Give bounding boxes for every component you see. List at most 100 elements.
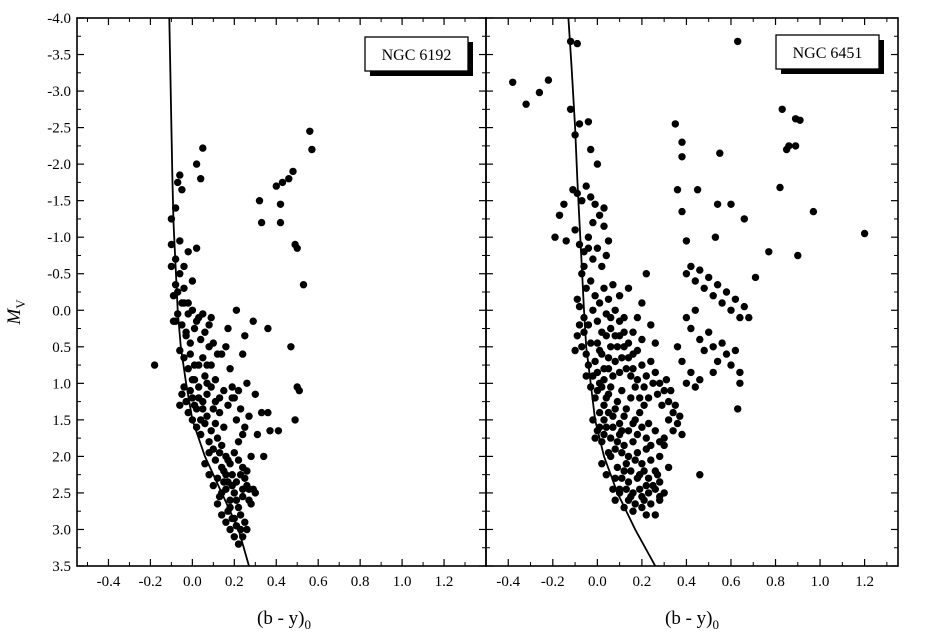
data-point	[633, 346, 642, 355]
data-point	[573, 39, 581, 48]
data-point	[673, 186, 682, 194]
plot-frame	[76, 17, 487, 567]
data-point	[575, 302, 584, 311]
data-point	[578, 197, 586, 205]
data-point	[647, 500, 655, 508]
data-point	[696, 471, 704, 479]
y-tick-label: 0.5	[52, 340, 71, 356]
y-tick-label: 0.0	[52, 303, 71, 319]
data-point	[213, 434, 222, 442]
data-point	[647, 357, 655, 366]
data-point	[203, 361, 211, 369]
x-tick-label: -0.2	[139, 574, 163, 590]
data-point	[205, 449, 213, 457]
data-point	[211, 456, 220, 464]
data-point	[555, 211, 564, 219]
data-point	[629, 328, 637, 336]
data-point	[257, 408, 266, 417]
data-point	[589, 218, 597, 227]
data-point	[551, 233, 559, 241]
data-point	[627, 372, 635, 380]
data-point	[713, 200, 722, 208]
data-point	[600, 376, 608, 384]
x-tick-label: 0.4	[267, 574, 286, 590]
data-point	[607, 313, 615, 322]
data-point	[591, 434, 599, 442]
data-point	[604, 408, 613, 417]
data-point	[611, 306, 619, 314]
data-point	[595, 211, 604, 219]
data-point	[234, 386, 243, 395]
data-point	[636, 394, 644, 402]
data-point	[197, 416, 205, 424]
data-point	[582, 372, 590, 380]
data-point	[602, 251, 610, 260]
data-point	[615, 292, 624, 300]
data-point	[167, 262, 176, 271]
data-point	[638, 299, 646, 307]
y-tick-label: -3.0	[47, 84, 71, 100]
data-point	[207, 427, 215, 435]
data-point	[622, 485, 630, 493]
data-point	[295, 386, 303, 395]
data-point	[722, 288, 731, 296]
data-point	[682, 237, 691, 245]
data-point	[575, 240, 584, 249]
data-point	[190, 376, 199, 384]
data-point	[220, 386, 228, 395]
data-point	[609, 423, 617, 431]
data-point	[178, 299, 186, 307]
x-tick-label: 0.2	[633, 574, 652, 590]
y-tick-label: 2.5	[52, 486, 71, 502]
data-point	[207, 313, 215, 322]
data-point	[736, 313, 744, 322]
data-points	[509, 37, 869, 519]
data-point	[230, 394, 238, 402]
data-point	[249, 485, 257, 493]
data-point	[184, 248, 192, 256]
data-point	[215, 394, 224, 402]
data-point	[239, 492, 247, 501]
data-point	[243, 467, 251, 475]
data-point	[176, 171, 184, 179]
data-point	[642, 511, 650, 519]
data-point	[631, 383, 639, 391]
data-point	[220, 423, 228, 431]
data-point	[582, 182, 590, 190]
data-point	[201, 328, 209, 336]
data-point	[593, 244, 602, 252]
data-point	[176, 270, 184, 278]
plot-frame	[485, 17, 899, 567]
data-point	[593, 339, 602, 347]
data-point	[276, 218, 285, 227]
data-point	[560, 200, 568, 208]
data-point	[649, 379, 657, 387]
panel-1: -0.4 -0.2 0.0 0.2 0.4 0.6 0.8 1.0 1.2 -4.0 -3.5 -3.…	[47, 11, 487, 590]
data-point	[611, 445, 619, 453]
data-point	[255, 197, 264, 205]
data-point	[289, 167, 297, 176]
data-point	[575, 120, 584, 128]
data-point	[734, 37, 742, 46]
data-point	[251, 390, 259, 398]
data-point	[624, 427, 633, 435]
panels: -0.4 -0.2 0.0 0.2 0.4 0.6 0.8 1.0 1.2 -4.0 -3.5 -3.…	[47, 11, 899, 590]
data-point	[218, 350, 226, 358]
data-point	[627, 394, 635, 402]
data-point	[615, 419, 624, 428]
data-point	[285, 175, 293, 183]
data-point	[669, 427, 677, 435]
data-point	[192, 160, 201, 168]
data-point	[232, 496, 241, 504]
data-point	[224, 324, 232, 333]
data-point	[745, 313, 753, 322]
data-point	[644, 394, 653, 402]
x-tick-label: 0.8	[766, 574, 785, 590]
data-point	[587, 339, 595, 347]
data-point	[651, 339, 659, 347]
x-tick-label: 1.0	[811, 574, 830, 590]
x-tick-label: 0.8	[351, 574, 370, 590]
data-point	[696, 266, 704, 274]
data-point	[653, 471, 662, 479]
data-point	[205, 471, 213, 479]
